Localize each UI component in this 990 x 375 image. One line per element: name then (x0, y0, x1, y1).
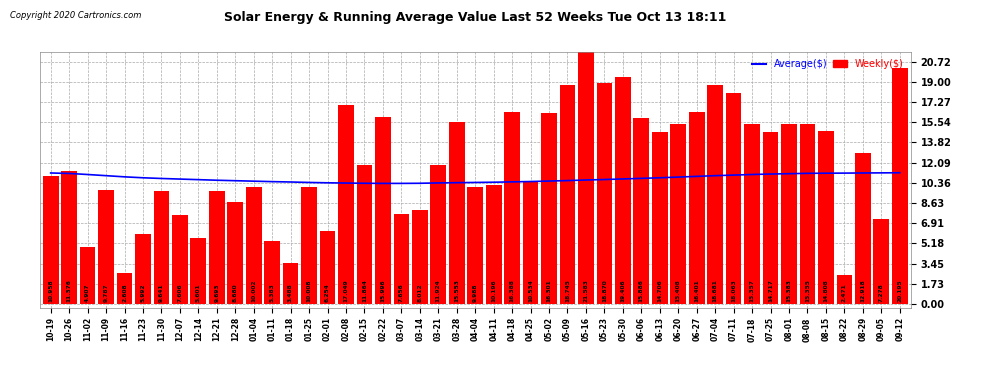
Text: 18.745: 18.745 (565, 279, 570, 302)
Text: 16.301: 16.301 (546, 279, 551, 302)
Text: 8.680: 8.680 (233, 284, 238, 302)
Bar (135, 234, 150, 304)
Bar (209, 190, 225, 304)
Text: 4.907: 4.907 (85, 284, 90, 302)
Bar (762, 132, 778, 304)
Bar (98, 189, 114, 304)
Text: 10.534: 10.534 (528, 279, 533, 302)
Text: 11.376: 11.376 (66, 279, 71, 302)
Text: 15.996: 15.996 (380, 280, 385, 302)
Bar (652, 132, 667, 304)
Bar (246, 187, 261, 304)
Bar (892, 68, 908, 304)
Bar (301, 187, 317, 304)
Text: 10.002: 10.002 (251, 280, 256, 302)
Bar (264, 241, 280, 304)
Text: 18.870: 18.870 (602, 279, 607, 302)
Bar (117, 273, 133, 304)
Text: 20.195: 20.195 (897, 280, 902, 302)
Text: 15.553: 15.553 (454, 279, 459, 302)
Bar (467, 187, 483, 304)
Text: 15.886: 15.886 (639, 279, 644, 302)
Text: 15.355: 15.355 (805, 279, 810, 302)
Bar (153, 191, 169, 304)
Bar (375, 117, 391, 304)
Bar (744, 124, 760, 304)
Text: 6.254: 6.254 (325, 284, 330, 302)
Bar (283, 263, 298, 304)
Text: 11.864: 11.864 (362, 279, 367, 302)
Legend: Average($), Weekly($): Average($), Weekly($) (750, 57, 906, 71)
Bar (781, 124, 797, 304)
Bar (80, 247, 95, 304)
Bar (486, 185, 502, 304)
Text: 7.278: 7.278 (879, 284, 884, 302)
Bar (597, 83, 612, 304)
Text: 7.656: 7.656 (399, 284, 404, 302)
Bar (339, 105, 353, 304)
Text: 5.601: 5.601 (196, 284, 201, 302)
Bar (634, 118, 649, 304)
Bar (412, 210, 428, 304)
Text: 8.012: 8.012 (418, 284, 423, 302)
Text: 18.063: 18.063 (731, 279, 737, 302)
Text: 14.808: 14.808 (824, 279, 829, 302)
Text: 17.049: 17.049 (344, 280, 348, 302)
Bar (320, 231, 336, 304)
Bar (670, 124, 686, 304)
Text: 18.681: 18.681 (713, 279, 718, 302)
Text: 14.717: 14.717 (768, 279, 773, 302)
Bar (228, 202, 244, 304)
Bar (855, 153, 870, 304)
Text: 5.992: 5.992 (141, 284, 146, 302)
Text: 16.388: 16.388 (510, 279, 515, 302)
Bar (726, 93, 742, 304)
Bar (873, 219, 889, 304)
Text: 11.924: 11.924 (436, 279, 441, 302)
Text: 9.787: 9.787 (104, 284, 109, 302)
Bar (172, 215, 188, 304)
Text: 12.918: 12.918 (860, 279, 865, 302)
Bar (689, 112, 705, 304)
Bar (523, 181, 539, 304)
Text: 21.583: 21.583 (583, 279, 588, 302)
Text: 16.401: 16.401 (694, 279, 699, 302)
Text: 3.488: 3.488 (288, 284, 293, 302)
Bar (542, 113, 556, 304)
Text: 2.608: 2.608 (122, 284, 127, 302)
Bar (393, 214, 409, 304)
Text: 9.641: 9.641 (159, 284, 164, 302)
Bar (707, 86, 723, 304)
Text: Solar Energy & Running Average Value Last 52 Weeks Tue Oct 13 18:11: Solar Energy & Running Average Value Las… (224, 11, 727, 24)
Text: 15.383: 15.383 (786, 279, 791, 302)
Bar (431, 165, 446, 304)
Bar (837, 275, 852, 304)
Text: 10.958: 10.958 (49, 280, 53, 302)
Text: Copyright 2020 Cartronics.com: Copyright 2020 Cartronics.com (10, 11, 142, 20)
Bar (578, 51, 594, 304)
Bar (559, 85, 575, 304)
Text: 10.008: 10.008 (307, 280, 312, 302)
Bar (818, 131, 834, 304)
Text: 9.988: 9.988 (472, 284, 478, 302)
Text: 15.408: 15.408 (676, 279, 681, 302)
Bar (504, 112, 520, 304)
Text: 10.196: 10.196 (491, 280, 496, 302)
Text: 9.693: 9.693 (214, 284, 220, 302)
Text: 2.471: 2.471 (842, 284, 846, 302)
Text: 14.706: 14.706 (657, 279, 662, 302)
Text: 19.406: 19.406 (621, 280, 626, 302)
Bar (61, 171, 77, 304)
Bar (43, 176, 58, 304)
Bar (615, 77, 631, 304)
Text: 7.606: 7.606 (177, 284, 182, 302)
Bar (448, 122, 464, 304)
Bar (800, 124, 816, 304)
Bar (356, 165, 372, 304)
Bar (190, 238, 206, 304)
Text: 15.357: 15.357 (749, 279, 754, 302)
Text: 5.383: 5.383 (269, 284, 274, 302)
